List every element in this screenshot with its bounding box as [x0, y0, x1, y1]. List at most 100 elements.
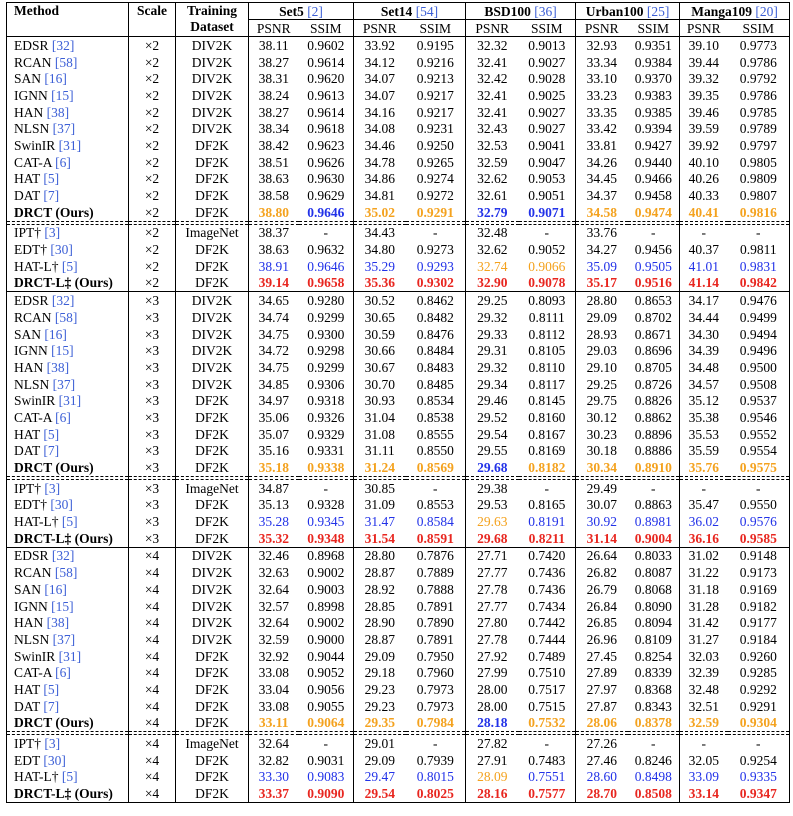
citation-link[interactable]: [16]: [44, 581, 67, 597]
citation-link[interactable]: [15]: [51, 87, 74, 103]
ssim-value: 0.9231: [405, 120, 466, 138]
psnr-value: 28.70: [586, 786, 617, 802]
citation-link[interactable]: [58]: [54, 54, 78, 70]
training-dataset-cell: DF2K: [175, 647, 249, 665]
citation-link[interactable]: [37]: [52, 121, 76, 137]
citation-link[interactable]: [30]: [50, 242, 73, 258]
citation-link[interactable]: [5]: [43, 171, 60, 187]
citation-link[interactable]: [3]: [44, 480, 61, 496]
psnr-value: 38.11: [258, 37, 289, 53]
citation-link[interactable]: [31]: [58, 648, 82, 664]
citation-link[interactable]: [6]: [55, 665, 71, 681]
table-row: HAT-L† [5] ×2 DF2K 38.91 0.9646 35.29 0.9293 32…: [6, 257, 791, 275]
psnr-value: 34.27: [586, 242, 617, 258]
ssim-value: 0.9291: [405, 203, 466, 222]
citation-link[interactable]: [15]: [51, 598, 74, 614]
ssim-value: 0.8110: [518, 359, 577, 376]
psnr-value: 32.63: [258, 565, 289, 581]
psnr-value: 35.12: [688, 393, 719, 409]
ssim-value: 0.7420: [518, 546, 577, 565]
citation-link[interactable]: [32]: [51, 293, 75, 309]
method-name: HAN: [14, 104, 44, 120]
ssim-value: 0.9427: [627, 137, 681, 154]
psnr-value: 31.09: [364, 497, 395, 513]
method-name: DAT: [14, 188, 41, 204]
ssim-value: 0.7436: [518, 564, 577, 581]
citation-link[interactable]: [7]: [43, 698, 60, 714]
scale-cell: ×3: [128, 529, 176, 548]
training-dataset-cell: DF2K: [175, 529, 249, 548]
table-row: IPT† [3] ×2 ImageNet 38.37-34.43-32.48-33.7…: [6, 224, 791, 242]
citation-link[interactable]: [7]: [43, 188, 60, 204]
psnr-value: 32.79: [477, 204, 508, 220]
citation-link[interactable]: [58]: [54, 565, 78, 581]
citation-link[interactable]: [38]: [46, 615, 70, 631]
citation-link[interactable]: [58]: [54, 309, 78, 325]
ssim-value: -: [405, 224, 466, 242]
citation-link[interactable]: [25]: [646, 3, 670, 19]
training-dataset-cell: DF2K: [175, 170, 249, 188]
citation-link[interactable]: [16]: [44, 71, 67, 87]
method-cell: CAT-A [6]: [6, 409, 129, 426]
citation-link[interactable]: [6]: [55, 154, 71, 170]
scale-cell: ×2: [128, 70, 176, 88]
citation-link[interactable]: [5]: [61, 769, 78, 785]
citation-link[interactable]: [5]: [61, 514, 78, 530]
citation-link[interactable]: [7]: [43, 443, 60, 459]
citation-link[interactable]: [3]: [44, 225, 61, 241]
method-cell: HAN [38]: [6, 103, 129, 121]
method-cell: EDSR [32]: [6, 291, 129, 309]
citation-link[interactable]: [16]: [44, 326, 67, 342]
citation-link[interactable]: [2]: [307, 3, 323, 19]
ssim-value: 0.8117: [518, 375, 577, 393]
psnr-value: 28.06: [586, 715, 617, 731]
citation-link[interactable]: [5]: [43, 426, 60, 442]
citation-link[interactable]: [38]: [46, 359, 70, 375]
citation-link[interactable]: [31]: [58, 137, 82, 153]
psnr-value: 33.34: [586, 54, 617, 70]
ssim-value: 0.8094: [627, 614, 681, 632]
citation-link[interactable]: [30]: [50, 497, 73, 513]
psnr-value: 39.32: [688, 71, 719, 87]
citation-link[interactable]: [15]: [51, 343, 74, 359]
citation-link[interactable]: [32]: [51, 37, 75, 53]
psnr-value: 27.92: [477, 648, 508, 664]
citation-link[interactable]: [5]: [43, 681, 60, 697]
citation-link[interactable]: [5]: [61, 258, 78, 274]
scale-cell: ×2: [128, 274, 176, 292]
citation-link[interactable]: [6]: [55, 409, 71, 425]
citation-link[interactable]: [36]: [534, 3, 557, 19]
ssim-value: -: [298, 734, 354, 752]
psnr-value: 34.85: [258, 376, 289, 392]
citation-link[interactable]: [20]: [755, 3, 778, 19]
header-ssim: SSIM: [727, 19, 791, 37]
psnr-value: 27.89: [586, 665, 617, 681]
method-cell: DRCT (Ours): [6, 714, 129, 732]
ssim-value: 0.9805: [727, 153, 791, 171]
psnr-value: 38.27: [258, 54, 289, 70]
psnr-value: 34.65: [248, 291, 299, 309]
separator-cell: [405, 220, 466, 225]
citation-link[interactable]: [32]: [51, 548, 75, 564]
ssim-value: 0.8182: [518, 459, 577, 477]
scale-cell: ×4: [128, 714, 176, 732]
citation-link[interactable]: [37]: [52, 631, 76, 647]
citation-link[interactable]: [31]: [58, 393, 82, 409]
psnr-value: 29.25: [586, 376, 617, 392]
psnr-value: 35.13: [258, 497, 289, 513]
scale-cell: ×4: [128, 681, 176, 698]
method-cell: SAN [16]: [6, 325, 129, 343]
citation-link[interactable]: [30]: [43, 752, 66, 768]
scale-cell: ×2: [128, 36, 176, 54]
ssim-value: 0.9476: [727, 291, 791, 309]
separator-cell: [518, 220, 577, 225]
psnr-value: 29.33: [477, 326, 508, 342]
ssim-value: 0.9292: [727, 681, 791, 698]
citation-link[interactable]: [54]: [415, 3, 439, 19]
psnr-value: 29.46: [477, 393, 508, 409]
citation-link[interactable]: [3]: [44, 736, 61, 752]
citation-link[interactable]: [38]: [46, 104, 70, 120]
citation-link[interactable]: [37]: [52, 376, 76, 392]
ssim-value: 0.9331: [298, 442, 354, 460]
method-cell: DAT [7]: [6, 697, 129, 715]
